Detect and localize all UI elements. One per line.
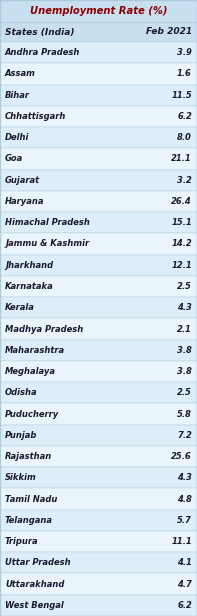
Bar — [0, 276, 197, 297]
Text: Bihar: Bihar — [5, 91, 30, 100]
Bar — [0, 212, 197, 233]
Text: Uttar Pradesh: Uttar Pradesh — [5, 558, 71, 567]
Bar — [0, 509, 197, 531]
Bar — [0, 22, 197, 42]
Text: Jharkhand: Jharkhand — [5, 261, 53, 270]
Text: Tripura: Tripura — [5, 537, 39, 546]
Bar — [0, 106, 197, 127]
Text: Madhya Pradesh: Madhya Pradesh — [5, 325, 83, 333]
Text: 5.8: 5.8 — [177, 410, 192, 418]
Text: 4.1: 4.1 — [177, 558, 192, 567]
Text: 4.3: 4.3 — [177, 303, 192, 312]
Text: Kerala: Kerala — [5, 303, 35, 312]
Text: Odisha: Odisha — [5, 388, 38, 397]
Text: Karnataka: Karnataka — [5, 282, 54, 291]
Text: 8.0: 8.0 — [177, 133, 192, 142]
Bar — [0, 233, 197, 254]
Text: 25.6: 25.6 — [171, 452, 192, 461]
Bar — [0, 84, 197, 106]
Text: Haryana: Haryana — [5, 197, 45, 206]
Text: Delhi: Delhi — [5, 133, 29, 142]
Text: Uttarakhand: Uttarakhand — [5, 580, 64, 589]
Bar — [0, 127, 197, 148]
Bar — [0, 467, 197, 488]
Text: 3.8: 3.8 — [177, 346, 192, 355]
Text: Goa: Goa — [5, 155, 23, 163]
Text: 5.7: 5.7 — [177, 516, 192, 525]
Text: 26.4: 26.4 — [171, 197, 192, 206]
Text: Assam: Assam — [5, 70, 36, 78]
Text: Maharashtra: Maharashtra — [5, 346, 65, 355]
Text: 11.1: 11.1 — [171, 537, 192, 546]
Bar — [0, 552, 197, 573]
Text: 2.5: 2.5 — [177, 282, 192, 291]
Bar — [0, 297, 197, 318]
Text: 11.5: 11.5 — [171, 91, 192, 100]
Bar — [0, 318, 197, 339]
Text: 4.8: 4.8 — [177, 495, 192, 503]
Text: 2.5: 2.5 — [177, 388, 192, 397]
Bar — [0, 0, 197, 22]
Text: Sikkim: Sikkim — [5, 473, 37, 482]
Bar — [0, 403, 197, 424]
Bar — [0, 594, 197, 616]
Bar — [0, 191, 197, 212]
Bar — [0, 488, 197, 509]
Text: 4.3: 4.3 — [177, 473, 192, 482]
Text: 12.1: 12.1 — [171, 261, 192, 270]
Bar — [0, 531, 197, 552]
Text: Rajasthan: Rajasthan — [5, 452, 52, 461]
Text: Telangana: Telangana — [5, 516, 53, 525]
Bar — [0, 382, 197, 403]
Bar — [0, 254, 197, 276]
Bar — [0, 361, 197, 382]
Text: Himachal Pradesh: Himachal Pradesh — [5, 218, 90, 227]
Text: 7.2: 7.2 — [177, 431, 192, 440]
Bar — [0, 424, 197, 446]
Text: Jammu & Kashmir: Jammu & Kashmir — [5, 240, 89, 248]
Text: Feb 2021: Feb 2021 — [146, 28, 192, 36]
Text: Unemployment Rate (%): Unemployment Rate (%) — [30, 6, 167, 16]
Text: 4.7: 4.7 — [177, 580, 192, 589]
Text: 3.9: 3.9 — [177, 48, 192, 57]
Text: 3.2: 3.2 — [177, 176, 192, 185]
Text: 1.6: 1.6 — [177, 70, 192, 78]
Bar — [0, 42, 197, 63]
Text: 6.2: 6.2 — [177, 112, 192, 121]
Text: 2.1: 2.1 — [177, 325, 192, 333]
Bar — [0, 339, 197, 361]
Bar — [0, 169, 197, 191]
Text: Chhattisgarh: Chhattisgarh — [5, 112, 66, 121]
Text: Andhra Pradesh: Andhra Pradesh — [5, 48, 80, 57]
Bar — [0, 573, 197, 594]
Text: Tamil Nadu: Tamil Nadu — [5, 495, 57, 503]
Text: 15.1: 15.1 — [171, 218, 192, 227]
Bar — [0, 63, 197, 84]
Text: 14.2: 14.2 — [171, 240, 192, 248]
Text: 6.2: 6.2 — [177, 601, 192, 610]
Text: West Bengal: West Bengal — [5, 601, 64, 610]
Text: Punjab: Punjab — [5, 431, 37, 440]
Text: Gujarat: Gujarat — [5, 176, 40, 185]
Text: States (India): States (India) — [5, 28, 74, 36]
Bar — [0, 446, 197, 467]
Text: 21.1: 21.1 — [171, 155, 192, 163]
Text: Puducherry: Puducherry — [5, 410, 59, 418]
Text: 3.8: 3.8 — [177, 367, 192, 376]
Text: Meghalaya: Meghalaya — [5, 367, 56, 376]
Bar — [0, 148, 197, 169]
